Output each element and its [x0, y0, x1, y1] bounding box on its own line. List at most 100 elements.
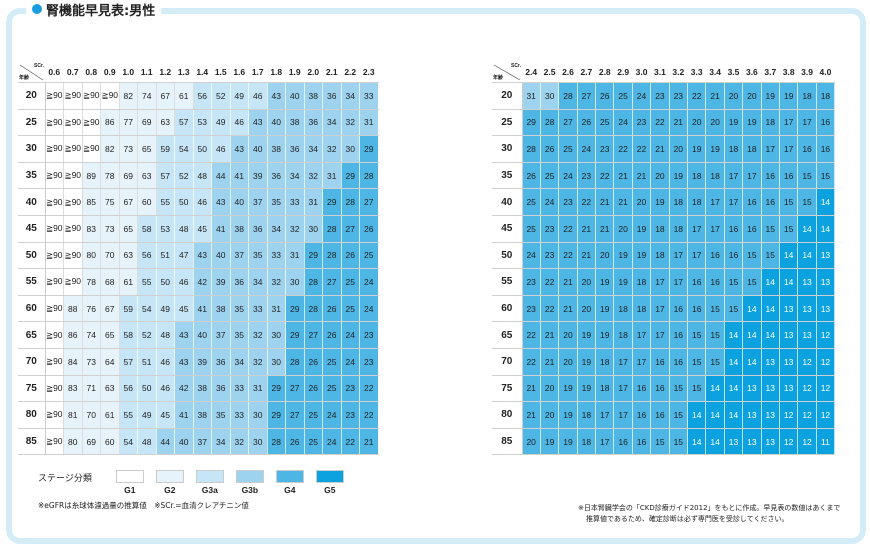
egfr-cell: 21 — [595, 215, 615, 243]
egfr-cell: 23 — [650, 82, 670, 110]
legend-swatch — [315, 470, 344, 483]
egfr-cell: 14 — [742, 295, 762, 323]
egfr-cell: 19 — [761, 82, 780, 110]
egfr-cell: 20 — [595, 242, 615, 270]
egfr-cell: 56 — [119, 375, 138, 403]
egfr-cell: 29 — [359, 135, 379, 163]
egfr-cell: 34 — [304, 135, 323, 163]
age-cell: 25 — [492, 109, 523, 137]
age-cell: 55 — [492, 268, 523, 296]
egfr-cell: 13 — [742, 375, 762, 403]
egfr-cell: 23 — [359, 348, 379, 376]
egfr-cell: 23 — [341, 401, 360, 429]
egfr-cell: 27 — [558, 109, 578, 137]
table-row: 45 ≧90 ≧90 83 73 65 58 53 48 45 41 38 36 34 32 30 28 27 26 — [18, 215, 379, 243]
egfr-cell: ≧90 — [63, 162, 83, 190]
egfr-cell: 16 — [669, 348, 689, 376]
egfr-cell: 32 — [230, 428, 249, 456]
egfr-cell: 17 — [632, 321, 652, 349]
footnote-left: ※eGFRは糸球体濾過量の推算値 ※SCr.=血清クレアチニン値 — [38, 501, 249, 510]
egfr-cell: 26 — [304, 348, 323, 376]
egfr-cell: 13 — [779, 348, 799, 376]
legend-swatch — [275, 470, 304, 483]
egfr-cell: 51 — [156, 242, 175, 270]
scr-header: 0.8 — [82, 62, 101, 83]
egfr-cell: 88 — [63, 295, 83, 323]
egfr-cell: ≧90 — [45, 82, 64, 110]
age-cell: 55 — [18, 268, 46, 296]
egfr-cell: 17 — [705, 215, 725, 243]
egfr-cell: 43 — [193, 242, 212, 270]
egfr-cell: 71 — [82, 375, 101, 403]
scr-header: 1.1 — [137, 62, 156, 83]
egfr-cell: 34 — [248, 268, 268, 296]
egfr-cell: 56 — [193, 82, 212, 110]
egfr-cell: 69 — [82, 428, 101, 456]
egfr-cell: 14 — [797, 242, 817, 270]
egfr-cell: 33 — [230, 375, 249, 403]
egfr-cell: 38 — [211, 295, 231, 323]
egfr-cell: 59 — [119, 295, 138, 323]
egfr-cell: ≧90 — [63, 82, 83, 110]
egfr-cell: 82 — [100, 135, 120, 163]
egfr-cell: 29 — [285, 321, 305, 349]
table-row: 20 31 30 28 27 26 25 24 23 23 22 21 20 20 19 19 18 18 — [492, 82, 836, 110]
egfr-cell: 15 — [724, 268, 744, 296]
egfr-cell: 19 — [595, 268, 615, 296]
egfr-cell: 17 — [650, 268, 670, 296]
scr-header: 3.1 — [650, 62, 670, 83]
egfr-cell: 24 — [540, 188, 560, 216]
legend-stage-label: G3a — [201, 485, 218, 495]
egfr-cell: 30 — [285, 268, 305, 296]
egfr-cell: 15 — [669, 375, 689, 403]
egfr-cell: 68 — [100, 268, 120, 296]
footnote-right-line1: ※日本腎臓学会の「CKD診療ガイド2012」をもとに作成。早見表の数値はあくまで — [578, 504, 841, 512]
age-cell: 65 — [18, 321, 46, 349]
scr-header: 0.9 — [100, 62, 119, 83]
egfr-cell: 27 — [322, 268, 342, 296]
egfr-cell: 74 — [82, 321, 101, 349]
egfr-cell: 37 — [248, 188, 268, 216]
egfr-cell: 16 — [724, 215, 744, 243]
egfr-cell: 73 — [82, 348, 101, 376]
egfr-cell: 24 — [632, 82, 652, 110]
egfr-cell: 18 — [650, 242, 670, 270]
egfr-cell: 36 — [322, 82, 342, 110]
egfr-cell: 20 — [558, 321, 578, 349]
egfr-cell: 14 — [724, 321, 744, 349]
egfr-cell: 21 — [632, 162, 652, 190]
egfr-cell: 26 — [285, 428, 305, 456]
egfr-cell: 58 — [119, 321, 138, 349]
egfr-cell: 54 — [137, 295, 157, 323]
egfr-cell: 18 — [595, 375, 615, 403]
egfr-cell: 13 — [779, 375, 799, 403]
age-cell: 75 — [18, 375, 46, 403]
egfr-cell: 63 — [156, 109, 175, 137]
legend-swatch — [155, 470, 184, 483]
egfr-cell: 11 — [816, 428, 836, 456]
egfr-cell: 17 — [595, 428, 615, 456]
egfr-cell: 29 — [322, 188, 342, 216]
egfr-cell: 17 — [779, 135, 799, 163]
egfr-cell: 19 — [577, 321, 597, 349]
egfr-cell: ≧90 — [63, 188, 83, 216]
egfr-cell: 52 — [137, 321, 157, 349]
egfr-cell: 23 — [632, 109, 652, 137]
table-row: 45 25 23 22 21 21 20 19 18 18 17 17 16 16 15 15 14 14 — [492, 215, 836, 243]
egfr-cell: 26 — [322, 321, 342, 349]
egfr-cell: 13 — [761, 348, 780, 376]
egfr-cell: 17 — [613, 375, 633, 403]
legend-stage-label: G5 — [324, 485, 336, 495]
chart-frame — [6, 8, 866, 544]
table-row: 65 ≧90 86 74 65 58 52 48 43 40 37 35 32 30 29 27 26 24 23 — [18, 321, 379, 349]
egfr-cell: 28 — [522, 135, 541, 163]
egfr-cell: ≧90 — [45, 348, 64, 376]
scr-header: 2.7 — [577, 62, 596, 83]
egfr-cell: 82 — [119, 82, 138, 110]
egfr-cell: 14 — [687, 401, 707, 429]
egfr-cell: 21 — [595, 188, 615, 216]
egfr-cell: 22 — [558, 242, 578, 270]
egfr-cell: 78 — [82, 268, 101, 296]
egfr-cell: ≧90 — [82, 135, 101, 163]
egfr-cell: 36 — [267, 162, 286, 190]
